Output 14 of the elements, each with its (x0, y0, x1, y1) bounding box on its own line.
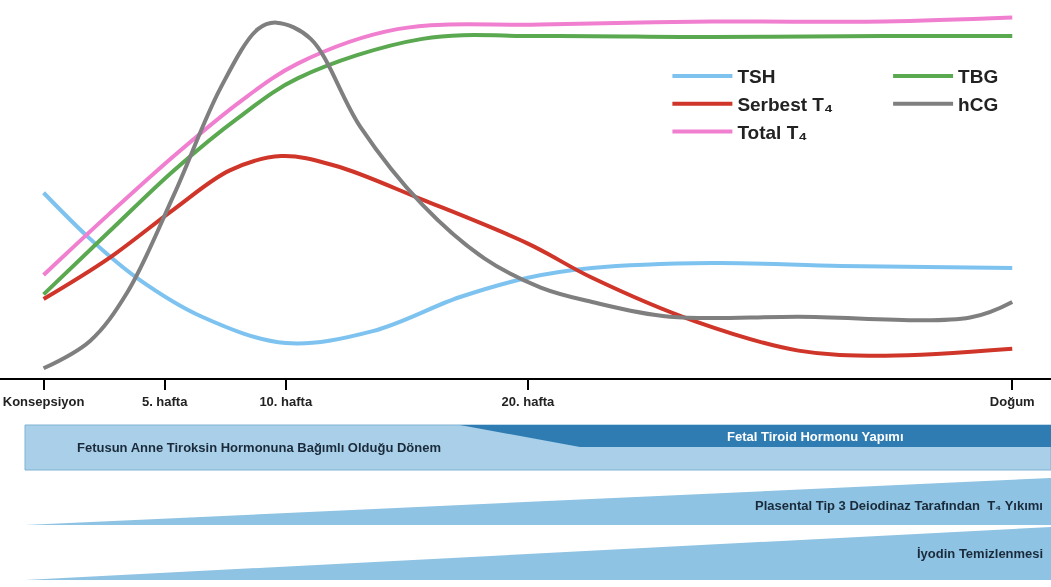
x-tick-label: 5. hafta (141, 393, 189, 409)
legend-label: TBG (958, 66, 999, 88)
text: Fetusun Anne Tiroksin Hormonuna Bağımlı Olduğu Dönem (77, 440, 442, 455)
x-tick-label: Konsepsiyon (2, 393, 85, 409)
legend-label: hCG (958, 94, 999, 116)
legend-label: Total T₄ (737, 121, 808, 143)
x-tick-label: 20. hafta (501, 393, 556, 409)
x-tick-label: Doğum (989, 393, 1035, 409)
text: İyodin Temizlenmesi (917, 546, 1044, 561)
x-tick-label: 10. hafta (259, 393, 313, 409)
text: Plasental Tip 3 Deiodinaz Tarafından T₄ Yıkımı (755, 498, 1043, 513)
legend-label: TSH (737, 66, 776, 88)
legend-label: Serbest T₄ (737, 94, 834, 116)
text: Fetal Tiroid Hormonu Yapımı (727, 429, 904, 444)
